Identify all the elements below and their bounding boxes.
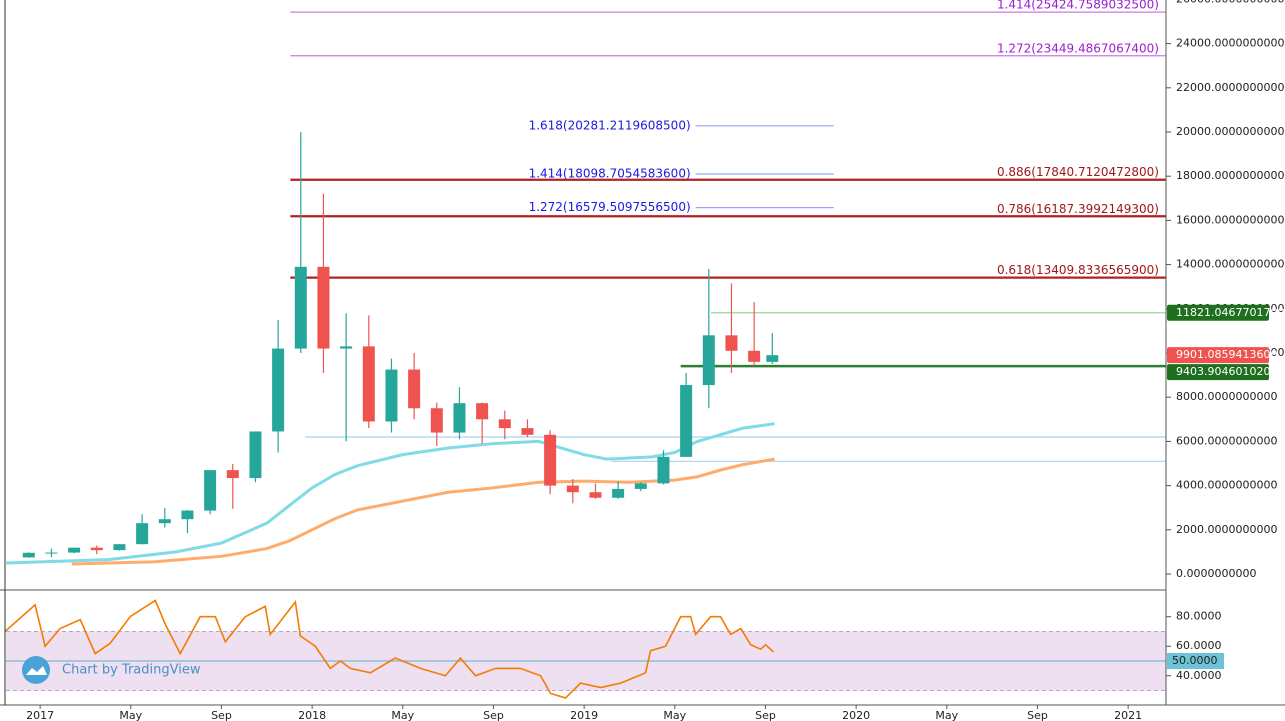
fib-label: 0.886(17840.7120472800): [997, 165, 1159, 179]
candle-body: [748, 350, 761, 362]
fib-label: 1.414(25424.7589032500): [997, 0, 1159, 12]
candle-body: [113, 544, 126, 551]
y-tick-label: 8000.0000000000: [1176, 390, 1277, 403]
y-tick-label: 2000.0000000000: [1176, 523, 1277, 536]
y-tick-label: 26000.0000000000: [1176, 0, 1284, 5]
y-tick-label: 22000.0000000000: [1176, 81, 1284, 94]
x-tick-label: Sep: [483, 709, 504, 721]
rsi-tick-label: 40.0000: [1176, 669, 1222, 682]
candle-body: [249, 431, 262, 479]
candle-body: [612, 488, 625, 498]
x-tick-label: May: [663, 709, 686, 721]
x-tick-label: 2019: [570, 709, 598, 721]
rsi-tick-label: 60.0000: [1176, 639, 1222, 652]
candle-body: [453, 403, 466, 433]
x-tick-label: 2017: [26, 709, 54, 721]
plot: 0.0000000000 2000.0000000000 4000.00000000…: [4, 0, 1284, 721]
x-tick-label: 2018: [298, 709, 326, 721]
fib-label: 1.618(20281.2119608500): [529, 118, 691, 132]
watermark-text: Chart by TradingView: [62, 663, 201, 678]
candle-body: [634, 483, 647, 489]
candle-body: [766, 355, 779, 362]
candle-body: [181, 510, 194, 520]
price-badge-label: 9901.0859413600: [1176, 348, 1277, 361]
candle-body: [702, 335, 715, 386]
candle-body: [430, 408, 443, 433]
y-tick-label: 24000.0000000000: [1176, 37, 1284, 50]
candle-body: [521, 428, 534, 435]
price-badge-label: 9403.9046010200: [1176, 365, 1277, 378]
fib-label: 1.414(18098.7054583600): [529, 167, 691, 181]
logo-mark: [26, 666, 47, 675]
candle-body: [657, 456, 670, 484]
fib-label: 1.272(23449.4867067400): [997, 41, 1159, 55]
candle-body: [90, 547, 103, 551]
x-tick-label: Sep: [1027, 709, 1048, 721]
candle-body: [136, 523, 149, 545]
y-tick-label: 20000.0000000000: [1176, 125, 1284, 138]
moving-average: [71, 457, 775, 566]
candle-body: [498, 419, 511, 429]
price-badge: [1167, 304, 1269, 321]
y-tick-label: 16000.0000000000: [1176, 213, 1284, 226]
price-badge: [1167, 364, 1269, 381]
price-badge-label: 11821.0467701700: [1176, 306, 1284, 319]
rsi-tick-label: 80.0000: [1176, 610, 1222, 623]
y-tick-label: 0.0000000000: [1176, 567, 1256, 580]
candle-body: [294, 266, 307, 349]
candle-body: [204, 470, 217, 511]
x-tick-label: Sep: [211, 709, 232, 721]
y-tick-label: 4000.0000000000: [1176, 479, 1277, 492]
candle-body: [385, 369, 398, 422]
rsi-line: [4, 599, 775, 699]
candle-body: [362, 346, 375, 422]
candle-body: [476, 403, 489, 420]
candle-body: [158, 519, 171, 524]
candle-body: [68, 547, 81, 553]
x-tick-label: 2021: [1114, 709, 1142, 721]
candle-body: [45, 552, 58, 554]
candle-body: [317, 266, 330, 349]
fib-label: 1.272(16579.5097556500): [529, 200, 691, 214]
candle-body: [544, 434, 557, 486]
rsi-mid-label: 50.0000: [1172, 654, 1218, 667]
candle-body: [226, 470, 239, 479]
rsi-mid-badge: [1167, 653, 1224, 670]
y-tick-label: 6000.0000000000: [1176, 434, 1277, 447]
x-tick-label: May: [935, 709, 958, 721]
x-tick-label: May: [391, 709, 414, 721]
fib-label: 0.786(16187.3992149300): [997, 202, 1159, 216]
candle-body: [340, 346, 353, 349]
candle-body: [680, 385, 693, 457]
candle-body: [22, 552, 35, 558]
candle-body: [725, 335, 738, 351]
y-tick-label: 14000.0000000000: [1176, 258, 1284, 271]
y-tick-label: 18000.0000000000: [1176, 169, 1284, 182]
candle-body: [566, 485, 579, 493]
logo: [22, 656, 50, 684]
price-badge: [1167, 347, 1269, 364]
candle-body: [589, 492, 602, 498]
candle-body: [272, 348, 285, 432]
watermark: Chart by TradingView: [22, 656, 201, 684]
fib-label: 0.618(13409.8336565900): [997, 263, 1159, 277]
x-tick-label: May: [119, 709, 142, 721]
x-tick-label: Sep: [755, 709, 776, 721]
candle-body: [408, 369, 421, 409]
x-tick-label: 2020: [842, 709, 870, 721]
